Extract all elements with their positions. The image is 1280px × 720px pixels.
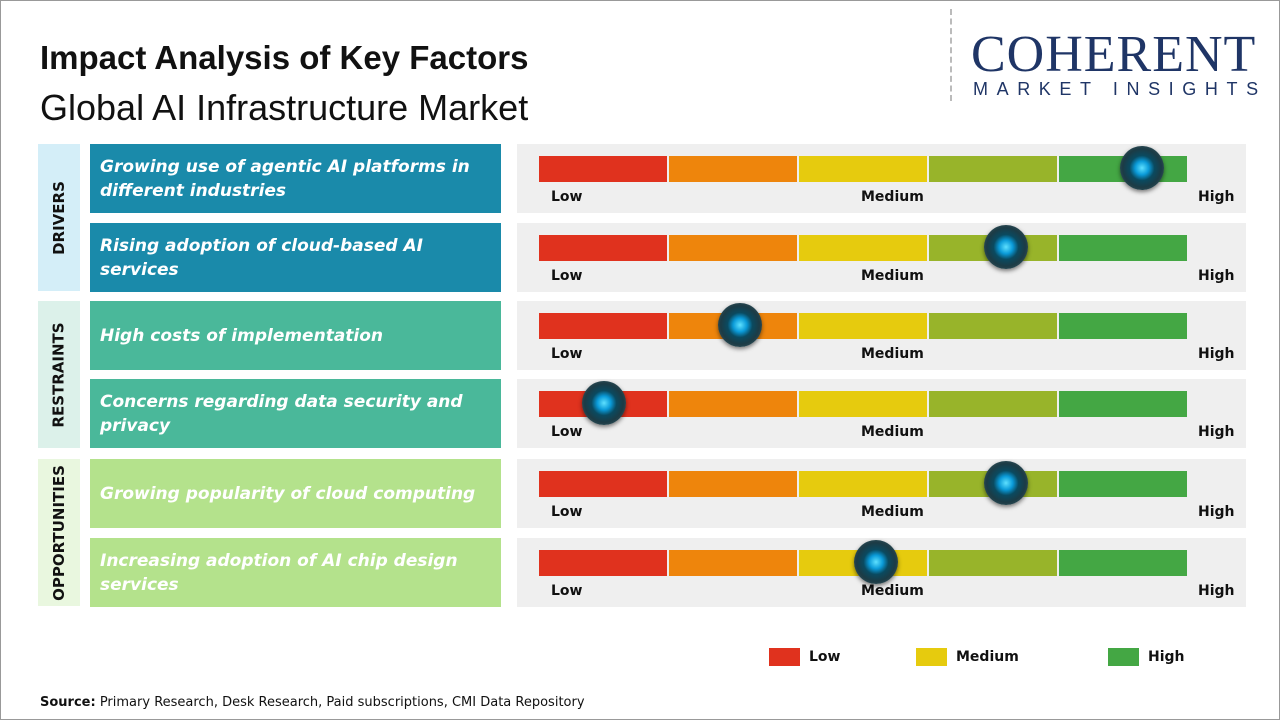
- gauge-segment: [669, 156, 797, 182]
- gauge-bar: [539, 313, 1187, 339]
- gauge-segment: [1059, 471, 1187, 497]
- gauge-segment: [929, 313, 1057, 339]
- gauge-segment: [1059, 313, 1187, 339]
- gauge-segment: [669, 550, 797, 576]
- impact-marker-icon: [983, 461, 1028, 505]
- scale-label-high: High: [1198, 346, 1235, 362]
- impact-gauge: Low Medium High: [517, 459, 1246, 528]
- factor-label: Growing use of agentic AI platforms in d…: [90, 144, 501, 213]
- gauge-segment: [669, 471, 797, 497]
- gauge-segment: [799, 471, 927, 497]
- scale-label-low: Low: [551, 346, 583, 362]
- impact-gauge: Low Medium High: [517, 538, 1246, 607]
- gauge-segment: [539, 235, 667, 261]
- logo: COHERENT: [971, 26, 1257, 83]
- category-label: DRIVERS: [50, 180, 69, 255]
- category-restraints: RESTRAINTS: [38, 301, 80, 448]
- gauge-segment: [539, 471, 667, 497]
- scale-label-medium: Medium: [861, 189, 924, 205]
- impact-marker-icon: [853, 540, 898, 584]
- scale-label-high: High: [1198, 268, 1235, 284]
- gauge-segment: [539, 313, 667, 339]
- impact-marker-icon: [581, 381, 626, 425]
- gauge-bar: [539, 391, 1187, 417]
- scale-label-medium: Medium: [861, 268, 924, 284]
- scale-label-low: Low: [551, 583, 583, 599]
- impact-marker-icon: [983, 225, 1028, 269]
- source-text: Primary Research, Desk Research, Paid su…: [95, 695, 585, 710]
- factor-label: Rising adoption of cloud-based AI servic…: [90, 223, 501, 292]
- gauge-segment: [669, 235, 797, 261]
- gauge-segment: [539, 156, 667, 182]
- gauge-segment: [929, 550, 1057, 576]
- scale-label-high: High: [1198, 504, 1235, 520]
- scale-label-low: Low: [551, 189, 583, 205]
- legend-label: Low: [809, 649, 841, 665]
- impact-gauge: Low Medium High: [517, 301, 1246, 370]
- impact-marker-icon: [717, 303, 762, 347]
- scale-label-medium: Medium: [861, 424, 924, 440]
- legend-swatch: [769, 648, 800, 666]
- impact-gauge: Low Medium High: [517, 144, 1246, 213]
- gauge-segment: [1059, 550, 1187, 576]
- gauge-segment: [799, 156, 927, 182]
- impact-marker-icon: [1119, 146, 1164, 190]
- divider: [950, 9, 952, 101]
- legend-label: Medium: [956, 649, 1019, 665]
- legend-label: High: [1148, 649, 1185, 665]
- scale-label-low: Low: [551, 504, 583, 520]
- scale-label-medium: Medium: [861, 504, 924, 520]
- source-label: Source:: [40, 695, 96, 710]
- gauge-segment: [669, 391, 797, 417]
- scale-label-high: High: [1198, 583, 1235, 599]
- page-subtitle: Global AI Infrastructure Market: [40, 87, 529, 128]
- page-title: Impact Analysis of Key Factors: [40, 39, 529, 76]
- factor-label: Increasing adoption of AI chip design se…: [90, 538, 501, 607]
- gauge-segment: [929, 391, 1057, 417]
- scale-label-low: Low: [551, 424, 583, 440]
- gauge-bar: [539, 471, 1187, 497]
- scale-label-medium: Medium: [861, 346, 924, 362]
- gauge-segment: [799, 235, 927, 261]
- gauge-segment: [929, 156, 1057, 182]
- scale-label-high: High: [1198, 189, 1235, 205]
- factor-label: High costs of implementation: [90, 301, 501, 370]
- gauge-bar: [539, 550, 1187, 576]
- gauge-segment: [539, 550, 667, 576]
- factor-label: Growing popularity of cloud computing: [90, 459, 501, 528]
- scale-label-low: Low: [551, 268, 583, 284]
- scale-label-medium: Medium: [861, 583, 924, 599]
- impact-gauge: Low Medium High: [517, 223, 1246, 292]
- category-drivers: DRIVERS: [38, 144, 80, 291]
- factor-label: Concerns regarding data security and pri…: [90, 379, 501, 448]
- gauge-bar: [539, 235, 1187, 261]
- category-label: OPPORTUNITIES: [50, 464, 68, 601]
- legend-swatch: [1108, 648, 1139, 666]
- gauge-segment: [799, 391, 927, 417]
- gauge-segment: [1059, 391, 1187, 417]
- scale-label-high: High: [1198, 424, 1235, 440]
- impact-gauge: Low Medium High: [517, 379, 1246, 448]
- legend-medium: Medium: [916, 648, 1019, 666]
- logo-tagline: MARKET INSIGHTS: [973, 79, 1267, 99]
- source-note: Source: Primary Research, Desk Research,…: [40, 695, 585, 710]
- legend-high: High: [1108, 648, 1185, 666]
- gauge-segment: [799, 313, 927, 339]
- gauge-bar: [539, 156, 1187, 182]
- legend-swatch: [916, 648, 947, 666]
- category-opportunities: OPPORTUNITIES: [38, 459, 80, 606]
- legend-low: Low: [769, 648, 840, 666]
- category-label: RESTRAINTS: [50, 321, 69, 428]
- gauge-segment: [1059, 235, 1187, 261]
